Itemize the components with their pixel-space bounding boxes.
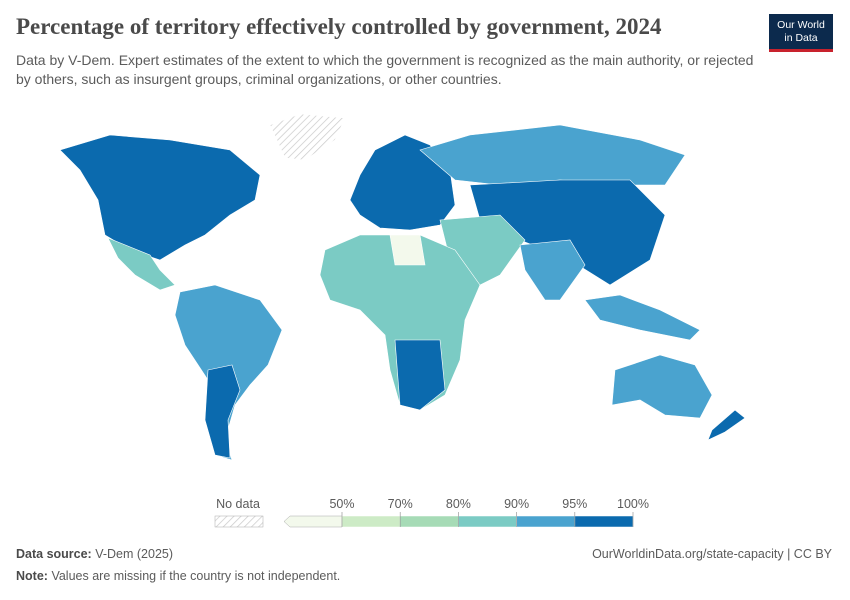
legend-bin xyxy=(341,515,401,528)
legend-tick-label: 90% xyxy=(504,497,529,511)
southern-africa xyxy=(394,339,446,411)
new-zealand xyxy=(707,409,746,441)
australia xyxy=(611,354,713,419)
map: No data 50% 70% 80% 90% 95% 100% xyxy=(59,113,746,528)
note: Note: Values are missing if the country … xyxy=(16,569,340,583)
note-text: Values are missing if the country is not… xyxy=(51,569,341,583)
title: Percentage of territory effectively cont… xyxy=(16,14,662,39)
russia xyxy=(419,124,686,186)
legend-tick-label: 80% xyxy=(446,497,471,511)
legend-tick-label: 50% xyxy=(329,497,354,511)
india xyxy=(519,239,586,301)
legend-bin xyxy=(458,515,517,528)
logo-line: in Data xyxy=(784,32,818,44)
source: Data source: V-Dem (2025) xyxy=(16,547,173,561)
greenland xyxy=(269,113,346,161)
mexico xyxy=(107,237,176,291)
source-text: V-Dem (2025) xyxy=(95,547,174,561)
legend: No data 50% 70% 80% 90% 95% 100% xyxy=(214,497,649,528)
logo-line: Our World xyxy=(777,19,825,31)
legend-bin xyxy=(516,515,576,528)
countries xyxy=(59,113,746,461)
legend-bin xyxy=(399,515,459,528)
url[interactable]: OurWorldinData.org/state-capacity | CC B… xyxy=(592,547,832,561)
logo[interactable]: Our World in Data xyxy=(769,14,833,52)
no-data-label: No data xyxy=(216,497,260,511)
source-label: Data source: xyxy=(16,547,92,561)
north-america xyxy=(59,134,261,261)
north-africa xyxy=(389,234,426,266)
legend-below xyxy=(283,515,343,528)
legend-tick-label: 70% xyxy=(388,497,413,511)
europe xyxy=(349,134,456,231)
legend-tick-label: 95% xyxy=(562,497,587,511)
legend-bin xyxy=(574,515,634,528)
argentina xyxy=(204,364,241,459)
subtitle: Data by V-Dem. Expert estimates of the e… xyxy=(16,52,754,87)
southeast-asia xyxy=(584,294,701,341)
note-label: Note: xyxy=(16,569,48,583)
no-data-swatch xyxy=(214,515,264,528)
legend-tick-label: 100% xyxy=(617,497,649,511)
